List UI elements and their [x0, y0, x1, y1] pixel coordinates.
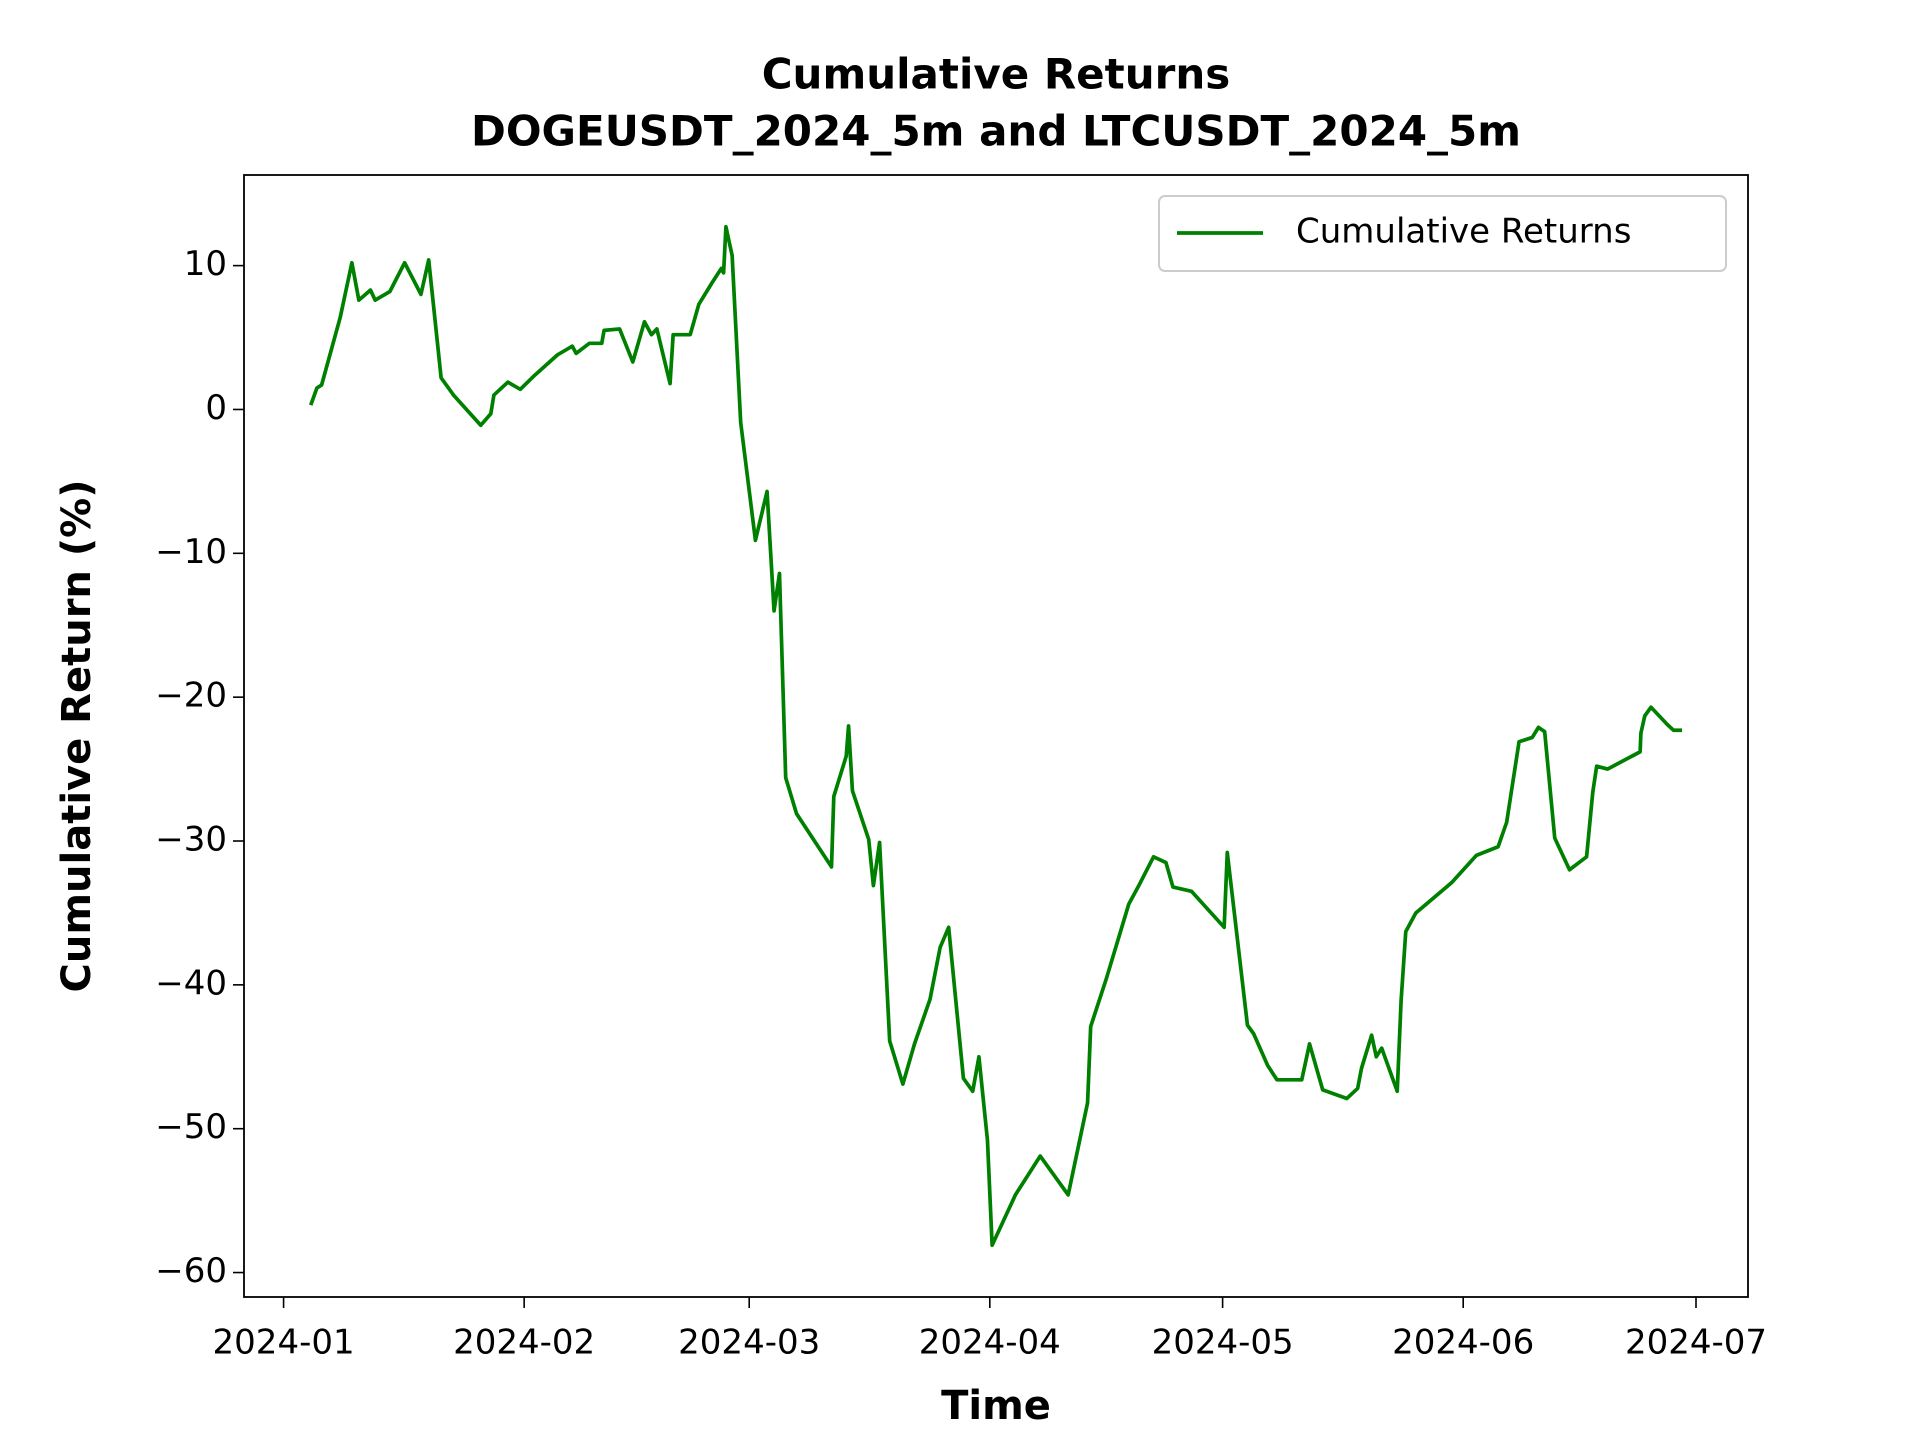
- y-tick-label: 0: [205, 388, 227, 428]
- legend-label: Cumulative Returns: [1296, 212, 1631, 252]
- x-tick-label: 2024-02: [453, 1323, 595, 1363]
- x-tick-label: 2024-03: [678, 1323, 820, 1363]
- x-tick-label: 2024-01: [213, 1323, 355, 1363]
- chart-title: Cumulative Returns: [762, 50, 1231, 99]
- y-axis-label: Cumulative Return (%): [54, 480, 100, 993]
- x-tick-label: 2024-07: [1625, 1323, 1767, 1363]
- x-axis-label: Time: [941, 1383, 1051, 1429]
- x-tick-label: 2024-05: [1152, 1323, 1294, 1363]
- y-tick-label: 10: [184, 244, 227, 284]
- y-tick-label: −10: [155, 532, 227, 572]
- y-tick-label: −40: [155, 963, 227, 1003]
- y-tick-label: −20: [155, 676, 227, 716]
- axes-frame: [243, 174, 1749, 1298]
- data-line: [308, 224, 1683, 1248]
- y-tick-label: −60: [155, 1251, 227, 1291]
- y-tick-label: −30: [155, 820, 227, 860]
- chart-subtitle: DOGEUSDT_2024_5m and LTCUSDT_2024_5m: [471, 107, 1521, 156]
- x-tick-label: 2024-06: [1392, 1323, 1534, 1363]
- x-tick-label: 2024-04: [919, 1323, 1061, 1363]
- y-tick-label: −50: [155, 1107, 227, 1147]
- legend-box: [1158, 195, 1727, 272]
